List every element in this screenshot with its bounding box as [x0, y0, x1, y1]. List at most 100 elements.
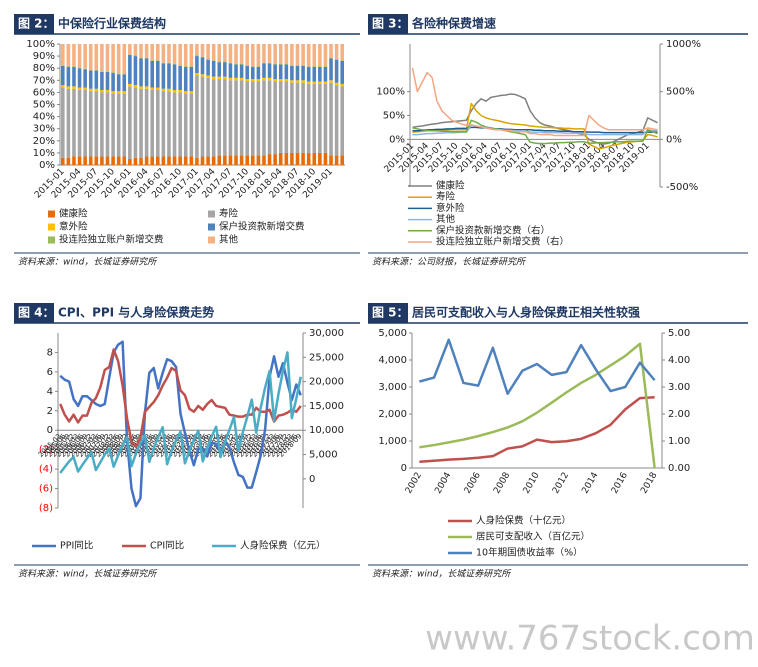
- bar-segment: [161, 91, 166, 157]
- y-tick-label: 40%: [33, 112, 55, 123]
- bar-segment: [61, 44, 65, 66]
- bar-segment: [256, 81, 261, 156]
- bar-segment: [301, 65, 305, 66]
- y2-tick-label: -500%: [666, 182, 698, 193]
- bar-segment: [295, 44, 300, 66]
- bar-segment: [251, 66, 255, 80]
- y2-tick-label: 15,000: [309, 401, 344, 412]
- bar-segment: [223, 44, 227, 62]
- bar-segment: [172, 64, 177, 90]
- bar-segment: [245, 44, 249, 66]
- bar-segment: [278, 79, 283, 82]
- bar-segment: [329, 82, 333, 156]
- bar-segment: [262, 63, 266, 78]
- y-tick-label: 80%: [33, 63, 55, 74]
- bar-segment: [245, 65, 249, 66]
- bar-segment: [301, 44, 305, 66]
- bar-segment: [228, 44, 233, 63]
- bar-segment: [323, 83, 328, 153]
- bar-segment: [156, 89, 160, 157]
- bar-segment: [156, 87, 160, 90]
- bar-segment: [234, 44, 238, 64]
- figure-label-bg: [14, 14, 54, 34]
- bar-segment: [139, 57, 143, 59]
- y-tick-label: 70%: [33, 75, 55, 86]
- bar-segment: [167, 156, 171, 165]
- legend-swatch: [48, 210, 55, 218]
- bar-segment: [77, 44, 82, 68]
- bar-segment: [267, 44, 272, 63]
- bar-segment: [206, 59, 210, 60]
- bar-segment: [329, 80, 333, 83]
- bar-segment: [195, 56, 199, 74]
- figure-title: 中保险行业保费结构: [58, 16, 166, 31]
- bar-segment: [72, 66, 76, 87]
- y-tick-label: 1,000: [378, 436, 407, 447]
- x-tick-label: 2016: [610, 471, 630, 496]
- bar-segment: [105, 89, 110, 93]
- series-line: [419, 342, 656, 469]
- bar-segment: [251, 79, 255, 82]
- bar-segment: [340, 44, 344, 61]
- bar-segment: [167, 91, 171, 157]
- bar-segment: [217, 76, 222, 80]
- bar-segment: [334, 44, 339, 60]
- bar-segment: [100, 89, 104, 93]
- bar-segment: [167, 63, 171, 89]
- source-note: 资料来源：wind，长城证券研究所: [18, 569, 158, 580]
- bar-segment: [267, 77, 272, 81]
- bar-segment: [251, 66, 255, 67]
- bar-segment: [77, 87, 82, 90]
- legend-label: 投连险独立账户新增交费（右）: [436, 236, 569, 248]
- bar-segment: [167, 62, 171, 64]
- series-line: [59, 340, 302, 508]
- figure-title: 居民可支配收入与人身险保费正相关性较强: [412, 305, 640, 320]
- legend-label: 10年期国债收益率（%）: [476, 547, 583, 559]
- series-line: [412, 126, 658, 134]
- bar-segment: [122, 156, 127, 165]
- bar-segment: [122, 44, 127, 74]
- bar-segment: [72, 86, 76, 89]
- bar-segment: [290, 80, 294, 83]
- bar-segment: [262, 62, 266, 64]
- bar-segment: [284, 44, 289, 64]
- y-tick-label: 0%: [39, 160, 55, 171]
- bar-segment: [172, 44, 177, 64]
- bar-segment: [150, 87, 154, 90]
- bar-segment: [318, 81, 322, 84]
- bar-segment: [340, 155, 344, 165]
- bar-segment: [284, 81, 289, 153]
- bar-segment: [116, 93, 121, 157]
- bar-segment: [66, 44, 71, 67]
- bar-segment: [133, 87, 138, 158]
- bar-segment: [245, 65, 249, 80]
- bar-segment: [111, 93, 115, 157]
- bar-segment: [223, 62, 227, 77]
- y-tick-label: 30%: [33, 124, 55, 135]
- bar-segment: [312, 44, 317, 67]
- bar-segment: [278, 63, 283, 65]
- legend-swatch: [208, 223, 215, 231]
- figure-label-bg: [14, 303, 54, 323]
- bar-segment: [150, 156, 154, 165]
- bar-segment: [295, 65, 300, 81]
- bar-segment: [312, 81, 317, 84]
- series-line: [419, 396, 655, 464]
- bar-segment: [161, 62, 166, 64]
- bar-segment: [228, 77, 233, 81]
- series-line: [412, 119, 658, 145]
- bar-segment: [94, 91, 99, 157]
- bar-segment: [318, 44, 322, 67]
- bar-segment: [234, 77, 238, 81]
- series-line: [412, 93, 658, 145]
- x-tick-label: 2008: [492, 471, 512, 496]
- bar-segment: [116, 73, 121, 75]
- bar-segment: [306, 83, 311, 153]
- bar-segment: [156, 60, 160, 88]
- bar-segment: [94, 70, 99, 71]
- bar-segment: [239, 155, 244, 165]
- bar-segment: [295, 152, 300, 165]
- bar-segment: [290, 44, 294, 66]
- series-line: [59, 351, 302, 474]
- bar-segment: [290, 65, 294, 81]
